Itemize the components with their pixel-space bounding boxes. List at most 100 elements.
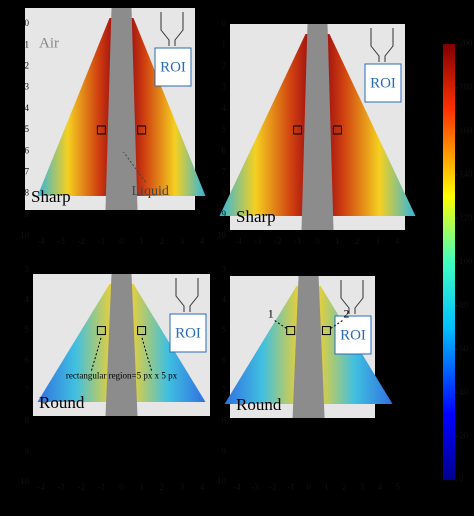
y-tick-label: 10: [20, 476, 30, 486]
x-tick-label: -1: [98, 482, 106, 492]
y-tick-label: 10: [20, 230, 30, 240]
y-tick-label: 3: [25, 264, 30, 274]
x-tick-label: -2: [269, 482, 277, 492]
roi-square: [96, 125, 106, 135]
y-tick-label: 7: [25, 166, 30, 176]
x-tick-label: 2: [159, 236, 164, 246]
annotation: 1: [268, 306, 274, 320]
y-tick-label: 5: [222, 124, 227, 134]
arrow: [141, 336, 152, 371]
y-tick-label: 9: [25, 209, 30, 219]
spray-left: [37, 18, 114, 196]
y-tick-label: 4: [222, 103, 227, 113]
condition-label: Sharp: [31, 187, 71, 206]
spray-right: [129, 18, 206, 196]
arrow: [91, 336, 102, 371]
colorbar-tick-label: 180: [459, 82, 473, 92]
y-tick-label: 5: [25, 124, 30, 134]
y-tick-label: 3: [25, 82, 30, 92]
nozzle-icon: [370, 28, 394, 62]
roi-square: [321, 326, 331, 336]
x-tick-label: -3: [254, 236, 262, 246]
y-tick-label: 7: [222, 385, 227, 395]
x-tick-label: 5: [396, 482, 401, 492]
colorbar-tick-label: 120: [459, 212, 473, 222]
y-tick-label: 4: [25, 294, 30, 304]
x-tick-label: -1: [294, 236, 302, 246]
liquid-core: [105, 8, 138, 210]
y-tick-label: 10: [217, 476, 227, 486]
annotation: Air: [39, 35, 59, 51]
roi-square: [332, 125, 342, 135]
x-tick-label: -1: [98, 236, 106, 246]
x-tick-label: -2: [78, 482, 86, 492]
y-tick-label: 2: [25, 60, 30, 70]
y-tick-label: 9: [222, 446, 227, 456]
y-tick-label: 1: [25, 39, 30, 49]
condition-label: Round: [39, 393, 85, 412]
x-tick-label: 4: [200, 482, 205, 492]
y-tick-label: 9: [222, 209, 227, 219]
colorbar-tick-label: 160: [459, 125, 473, 135]
y-tick-label: 3: [222, 82, 227, 92]
x-tick-label: 1: [139, 236, 144, 246]
condition-label: Round: [236, 395, 282, 414]
roi-square: [293, 125, 303, 135]
spray-left: [37, 284, 114, 402]
y-tick-label: 10: [217, 230, 227, 240]
y-tick-label: 6: [222, 145, 227, 155]
x-tick-label: 0: [315, 236, 320, 246]
liquid-core: [292, 276, 325, 418]
colorbar-tick-label: 20: [459, 430, 469, 440]
annotation: Liquid: [132, 184, 169, 199]
y-tick-label: 8: [222, 415, 227, 425]
roi-square: [96, 326, 106, 336]
colorbar: [443, 44, 455, 480]
x-tick-label: 4: [378, 482, 383, 492]
spray-right: [129, 284, 206, 402]
spray-left: [219, 34, 310, 216]
x-tick-label: 1: [139, 482, 144, 492]
spray-left: [224, 286, 301, 404]
x-tick-label: 0: [119, 482, 124, 492]
y-tick-label: 8: [25, 188, 30, 198]
annotation: rectangular region=5 px x 5 px: [66, 371, 178, 381]
roi-box: [169, 313, 207, 353]
colorbar-tick-label: 80: [459, 300, 469, 310]
x-tick-label: 4: [395, 236, 400, 246]
colorbar-tick-label: 60: [459, 343, 469, 353]
colorbar-tick-label: 100: [459, 256, 473, 266]
y-tick-label: 6: [25, 145, 30, 155]
y-tick-label: 2: [222, 60, 227, 70]
x-tick-label: -4: [37, 236, 45, 246]
x-tick-label: 1: [335, 236, 340, 246]
roi-square: [286, 326, 296, 336]
arrow: [274, 320, 287, 329]
colorbar-tick-label: 0: [459, 474, 464, 484]
x-tick-label: -2: [274, 236, 282, 246]
x-tick-label: -4: [37, 482, 45, 492]
x-tick-label: -3: [251, 482, 259, 492]
x-tick-label: 4: [200, 236, 205, 246]
x-tick-label: 2: [342, 482, 347, 492]
y-tick-label: 8: [25, 415, 30, 425]
y-tick-label: 7: [25, 385, 30, 395]
x-tick-label: -4: [234, 236, 242, 246]
x-tick-label: 3: [180, 482, 185, 492]
nozzle-icon: [340, 280, 364, 314]
y-tick-label: 0: [25, 18, 30, 28]
y-tick-label: 8: [222, 188, 227, 198]
x-tick-label: 0: [306, 482, 311, 492]
x-tick-label: -1: [287, 482, 295, 492]
roi-label: ROI: [340, 327, 366, 343]
x-tick-label: 1: [324, 482, 329, 492]
x-tick-label: -3: [57, 236, 65, 246]
x-tick-label: -3: [57, 482, 65, 492]
x-tick-label: 2: [355, 236, 360, 246]
x-tick-label: -4: [233, 482, 241, 492]
y-tick-label: 0: [222, 18, 227, 28]
roi-label: ROI: [160, 59, 186, 75]
y-tick-label: 3: [222, 264, 227, 274]
roi-label: ROI: [175, 325, 201, 341]
y-tick-label: 5: [25, 325, 30, 335]
